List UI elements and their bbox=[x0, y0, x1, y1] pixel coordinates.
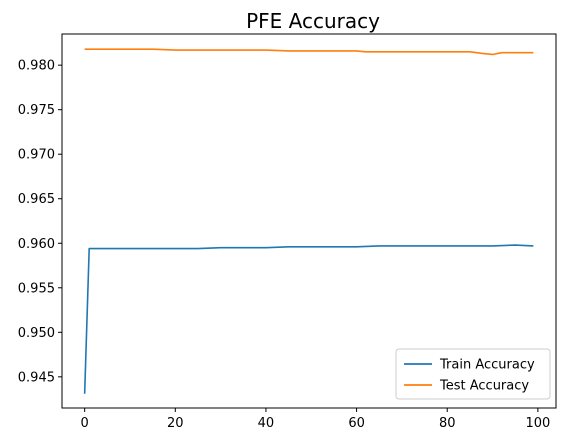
legend-box bbox=[395, 348, 551, 400]
x-axis: 0 20 40 60 80 100 bbox=[81, 408, 550, 431]
chart-title: PFE Accuracy bbox=[246, 9, 380, 33]
y-tick-label: 0.980 bbox=[18, 59, 55, 74]
series-line-train-accuracy bbox=[83, 244, 534, 394]
series-line-test-accuracy bbox=[84, 48, 534, 56]
y-tick-label: 0.945 bbox=[18, 370, 55, 385]
series-layer bbox=[83, 48, 534, 394]
legend: Train Accuracy Test Accuracy bbox=[395, 348, 551, 400]
x-tick-label: 20 bbox=[167, 416, 184, 431]
x-tick-label: 80 bbox=[439, 416, 456, 431]
x-tick-label: 100 bbox=[525, 416, 550, 431]
y-axis: 0.945 0.950 0.955 0.960 0.965 0.970 0.975 0.980 bbox=[18, 59, 62, 385]
legend-label: Test Accuracy bbox=[439, 379, 529, 394]
x-tick-label: 40 bbox=[258, 416, 275, 431]
plot-area bbox=[61, 33, 557, 409]
y-tick-label: 0.950 bbox=[18, 326, 55, 341]
y-tick-label: 0.970 bbox=[18, 148, 55, 163]
legend-label: Train Accuracy bbox=[439, 358, 535, 373]
y-tick-label: 0.975 bbox=[18, 103, 55, 118]
y-tick-label: 0.955 bbox=[18, 281, 55, 296]
y-tick-label: 0.960 bbox=[18, 237, 55, 252]
x-tick-label: 60 bbox=[348, 416, 365, 431]
x-tick-label: 0 bbox=[81, 416, 89, 431]
y-tick-label: 0.965 bbox=[18, 192, 55, 207]
